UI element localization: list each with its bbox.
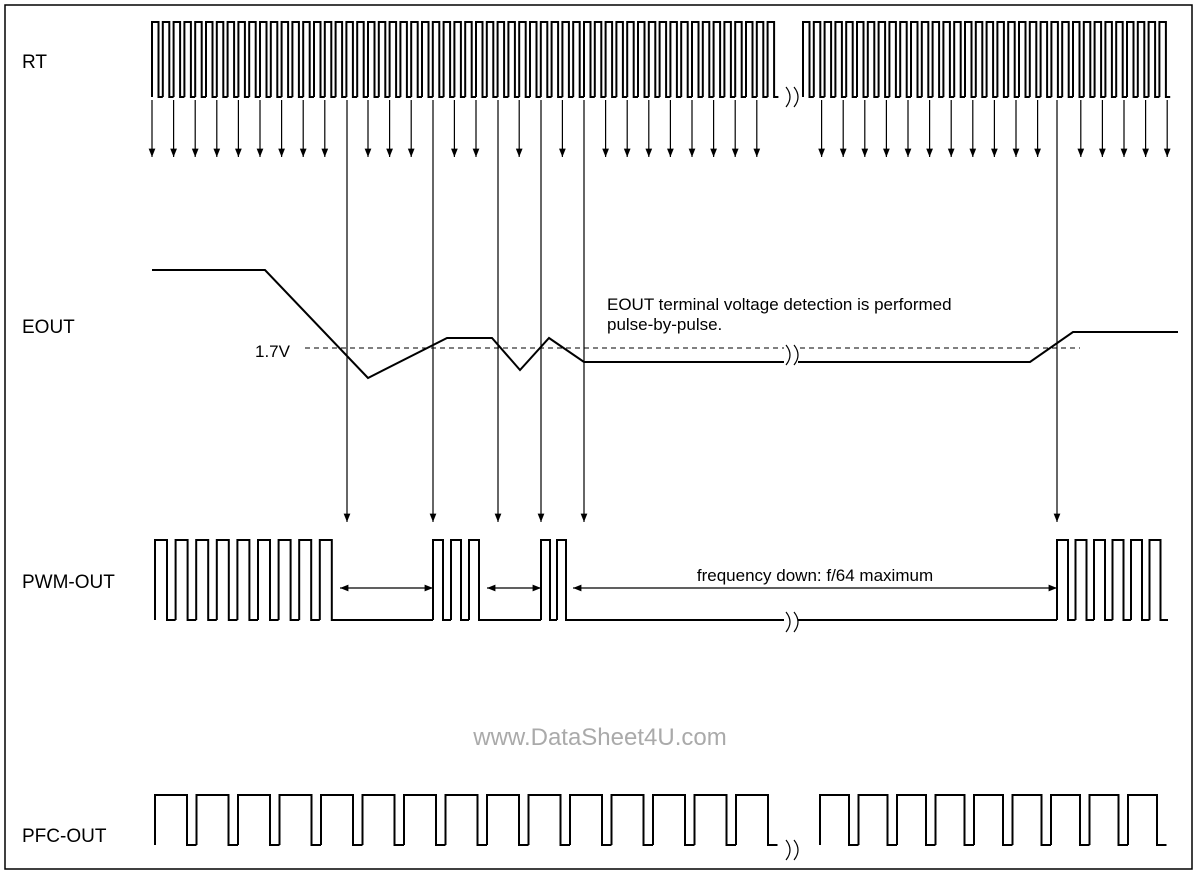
signal-label: RT xyxy=(22,52,47,73)
pfc-wave xyxy=(819,794,1167,846)
break-mark xyxy=(785,344,799,366)
break-mark xyxy=(785,611,799,633)
signal-label: PWM-OUT xyxy=(22,572,115,593)
break-gap xyxy=(784,612,798,628)
break-gap xyxy=(784,340,798,370)
watermark: www.DataSheet4U.com xyxy=(472,724,726,751)
break-mark xyxy=(785,86,799,108)
frequency-note: frequency down: f/64 maximum xyxy=(697,566,933,585)
break-mark xyxy=(785,839,799,861)
annotation: pulse-by-pulse. xyxy=(607,315,722,334)
signal-label: PFC-OUT xyxy=(22,826,107,847)
waveforms xyxy=(148,21,1178,861)
eout-wave xyxy=(152,269,1178,380)
pwm-wave xyxy=(154,539,1168,621)
rt-wave xyxy=(151,21,779,98)
pfc-wave xyxy=(154,794,778,846)
annotation: EOUT terminal voltage detection is perfo… xyxy=(607,295,952,314)
signal-label: EOUT xyxy=(22,317,75,338)
rt-wave xyxy=(802,21,1171,98)
threshold-label: 1.7V xyxy=(255,342,291,361)
frame xyxy=(4,4,1193,870)
